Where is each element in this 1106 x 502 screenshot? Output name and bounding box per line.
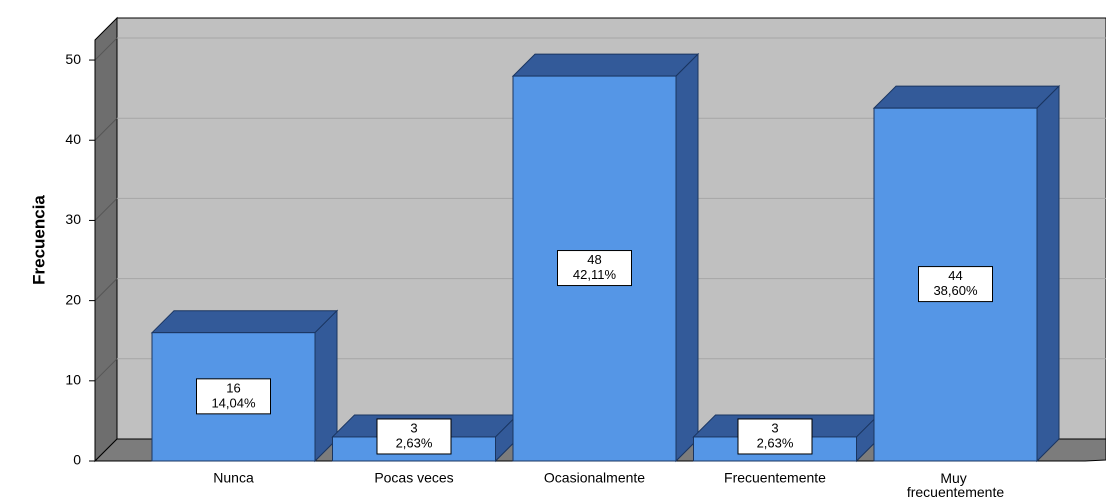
- percent-label: 42,11%: [573, 267, 617, 282]
- grid-line: [94, 358, 118, 382]
- y-tick-label: 0: [73, 452, 81, 468]
- grid-line: [94, 278, 118, 301]
- bar-top: [511, 53, 700, 77]
- data-label: 44: [948, 268, 962, 283]
- grid-line: [94, 37, 118, 61]
- x-tick-label: Ocasionalmente: [544, 470, 645, 486]
- bar-side: [1036, 84, 1060, 463]
- grid-line: [94, 198, 118, 221]
- percent-label: 38,60%: [933, 283, 978, 298]
- percent-label: 2,63%: [396, 435, 433, 450]
- y-axis-title: Frecuencia: [29, 195, 48, 285]
- percent-label: 2,63%: [757, 435, 794, 450]
- y-tick-label: 30: [65, 211, 81, 227]
- data-label-box: [918, 266, 993, 303]
- x-tick-line: frecuentemente: [907, 484, 1004, 500]
- y-tick-label: 40: [65, 131, 81, 147]
- x-tick-label: Frecuentemente: [724, 470, 826, 486]
- data-label-box: [557, 250, 632, 287]
- x-tick-label: Nunca: [213, 470, 254, 486]
- x-tick-label: Muy frecuentemente: [907, 470, 1004, 500]
- data-label: 3: [771, 420, 778, 435]
- x-tick-line: Muy: [940, 470, 970, 486]
- data-label-box: [376, 418, 452, 455]
- data-label-box: [196, 378, 271, 415]
- data-label-box: [737, 418, 813, 455]
- percent-label: 14,04%: [211, 395, 256, 410]
- x-tick-label: Pocas veces: [374, 470, 453, 486]
- y-tick-label: 10: [65, 372, 81, 388]
- grid-line: [94, 117, 118, 141]
- bar-side: [675, 52, 699, 463]
- data-label: 16: [226, 380, 240, 395]
- data-label: 48: [587, 252, 601, 267]
- bar-top: [872, 85, 1061, 109]
- bar-top: [150, 310, 339, 334]
- y-tick-label: 50: [65, 51, 81, 67]
- data-label: 3: [410, 420, 417, 435]
- left-wall: [94, 16, 118, 463]
- y-tick-label: 20: [65, 291, 81, 307]
